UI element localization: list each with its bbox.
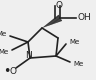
Text: N: N <box>26 52 32 60</box>
Text: Me: Me <box>69 39 79 45</box>
Text: •: • <box>3 64 11 78</box>
Text: Me: Me <box>0 31 7 37</box>
Text: Me: Me <box>73 61 83 67</box>
Text: OH: OH <box>77 14 91 22</box>
Text: O: O <box>10 68 17 76</box>
Text: O: O <box>55 0 62 10</box>
Text: Me: Me <box>0 49 9 55</box>
